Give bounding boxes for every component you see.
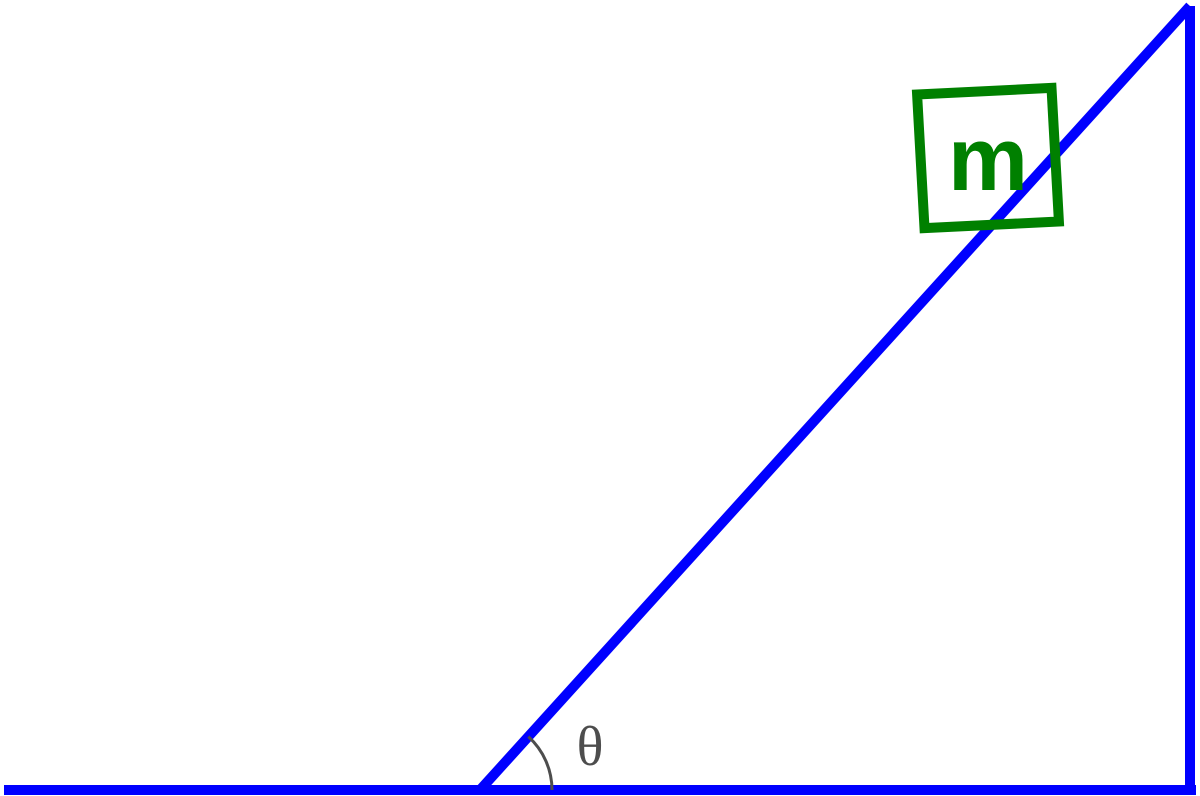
mass-label: m <box>948 110 1028 210</box>
angle-label: θ <box>577 716 604 778</box>
inclined-plane-diagram: mθ <box>0 0 1200 796</box>
